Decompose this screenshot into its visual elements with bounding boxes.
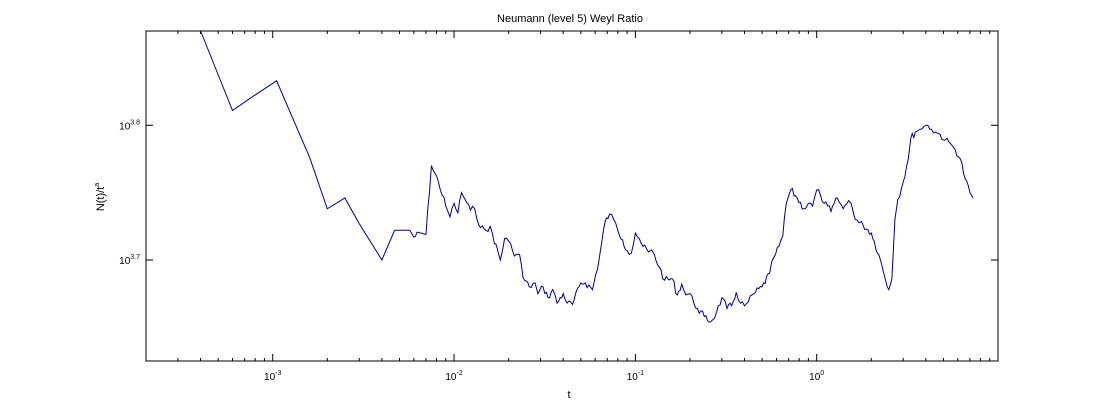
plot-area [145, 30, 999, 362]
x-tick-label: 10-1 [627, 370, 644, 383]
x-tick-label-base: 10 [264, 372, 276, 383]
x-tick-label: 10-3 [264, 370, 281, 383]
x-axis-ticks: 10-3 10-2 10-1 100 [177, 31, 991, 383]
chart-title: Neumann (level 5) Weyl Ratio [497, 13, 643, 25]
x-tick-label-base: 10 [445, 372, 457, 383]
y-tick-label: 103.8 [119, 119, 140, 132]
y-axis-label-superscript: a [94, 183, 101, 187]
x-tick-label-exponent: -2 [456, 370, 462, 377]
x-tick-label: 100 [809, 370, 824, 383]
y-tick-label-exponent: 3.7 [130, 254, 140, 261]
x-tick-label-exponent: 0 [820, 370, 824, 377]
y-tick-label-exponent: 3.8 [130, 119, 140, 126]
x-tick-label-base: 10 [809, 372, 821, 383]
x-tick-label-base: 10 [627, 372, 639, 383]
y-tick-label: 103.7 [119, 254, 140, 267]
x-tick-label: 10-2 [445, 370, 462, 383]
x-axis-label: t [567, 389, 570, 401]
x-tick-label-exponent: -3 [275, 370, 281, 377]
y-axis-label: N(t)/ta [94, 183, 107, 211]
y-axis-label-main: N(t)/t [95, 187, 107, 211]
y-tick-label-base: 10 [119, 256, 131, 267]
data-series-line [200, 30, 974, 323]
y-tick-label-base: 10 [119, 121, 131, 132]
x-tick-label-exponent: -1 [638, 370, 644, 377]
